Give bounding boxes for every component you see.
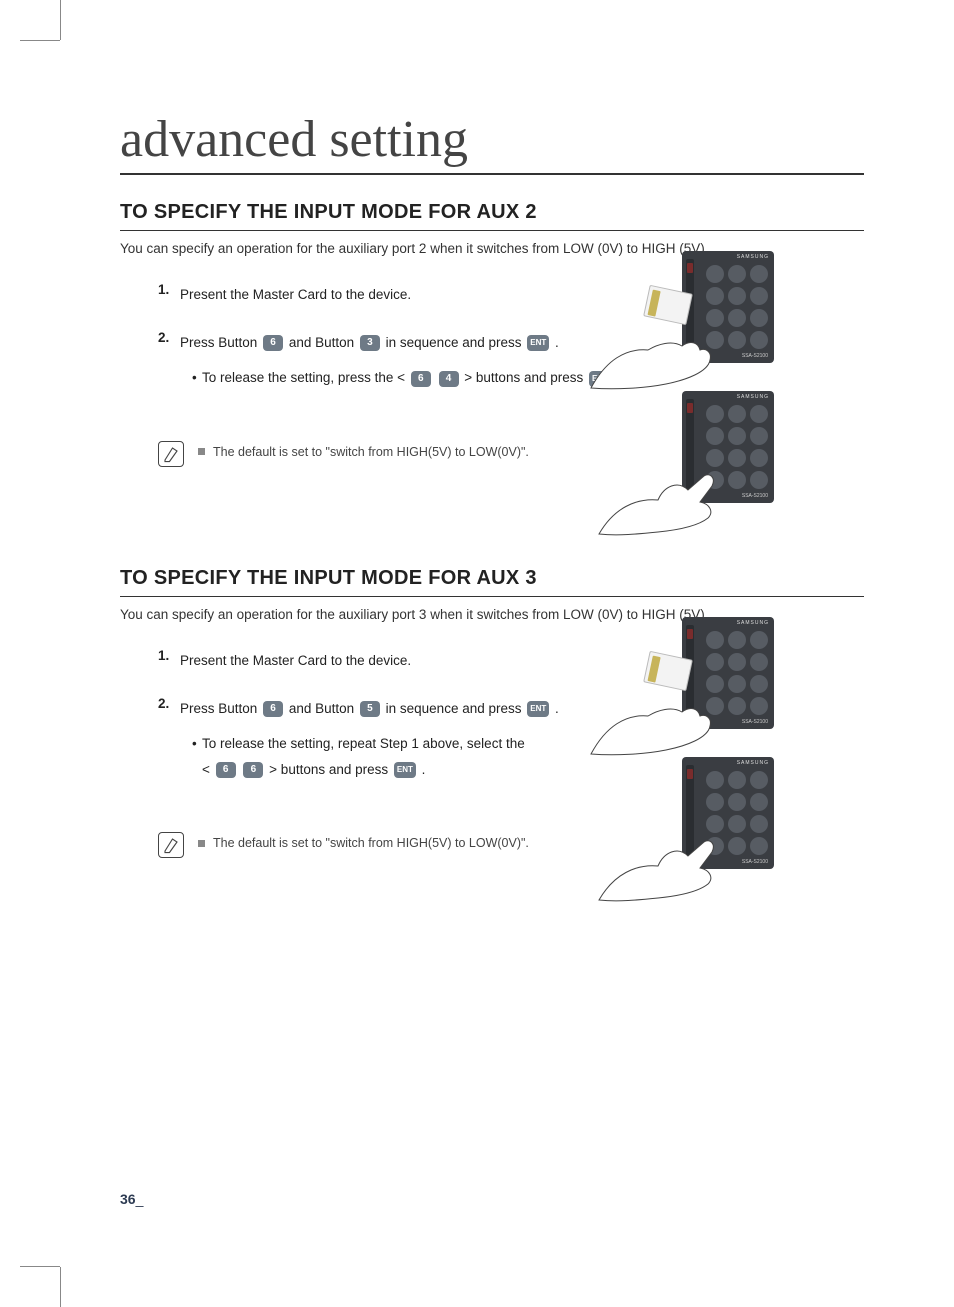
page-number: 36_ xyxy=(120,1191,143,1207)
text: and Button xyxy=(289,335,358,350)
page-number-suffix: _ xyxy=(136,1191,144,1207)
key-badge-6: 6 xyxy=(263,701,283,717)
device-model: SSA-S2100 xyxy=(742,859,768,865)
square-bullet-icon xyxy=(198,448,205,455)
step-2: 2. Press Button 6 and Button 5 in sequen… xyxy=(158,696,658,783)
text: Press Button xyxy=(180,701,261,716)
text: . xyxy=(422,762,426,777)
step-number: 2. xyxy=(158,696,180,783)
text: The default is set to "switch from HIGH(… xyxy=(213,836,529,850)
step-2: 2. Press Button 6 and Button 3 in sequen… xyxy=(158,330,658,391)
step-number: 1. xyxy=(158,648,180,674)
square-bullet-icon xyxy=(198,840,205,847)
note-text: The default is set to "switch from HIGH(… xyxy=(198,832,529,850)
note-icon xyxy=(158,832,184,858)
text: > buttons and press xyxy=(464,370,587,385)
text: The default is set to "switch from HIGH(… xyxy=(213,445,529,459)
device-model: SSA-S2100 xyxy=(742,353,768,359)
device-brand: SAMSUNG xyxy=(682,617,774,626)
step-number: 1. xyxy=(158,282,180,308)
device-model: SSA-S2100 xyxy=(742,493,768,499)
key-badge-6: 6 xyxy=(216,762,236,778)
device-brand: SAMSUNG xyxy=(682,251,774,260)
text: < xyxy=(202,762,214,777)
crop-mark xyxy=(20,40,60,41)
text: > buttons and press xyxy=(269,762,392,777)
section-heading: TO SPECIFY THE INPUT MODE FOR AUX 2 xyxy=(120,201,864,231)
illustration-button-press: SAMSUNG SSA-S2100 xyxy=(594,757,774,892)
text: To release the setting, repeat Step 1 ab… xyxy=(202,736,525,751)
steps-list: 1. Present the Master Card to the device… xyxy=(158,648,658,783)
key-badge-6: 6 xyxy=(263,335,283,351)
key-badge-3: 3 xyxy=(360,335,380,351)
page: advanced setting TO SPECIFY THE INPUT MO… xyxy=(0,0,954,1307)
text: . xyxy=(555,701,559,716)
note-icon xyxy=(158,441,184,467)
step-1: 1. Present the Master Card to the device… xyxy=(158,648,658,674)
illustration-card-swipe: SAMSUNG SSA-S2100 xyxy=(594,617,774,752)
hand-icon xyxy=(586,666,726,756)
page-number-value: 36 xyxy=(120,1191,136,1207)
key-badge-6: 6 xyxy=(243,762,263,778)
device-model: SSA-S2100 xyxy=(742,719,768,725)
text: To release the setting, repeat Step 1 ab… xyxy=(202,731,525,782)
crop-mark xyxy=(20,1266,60,1267)
steps-list: 1. Present the Master Card to the device… xyxy=(158,282,658,391)
illustration-button-press: SAMSUNG SSA-S2100 xyxy=(594,391,774,526)
text: Press Button xyxy=(180,335,261,350)
illustration-card-swipe: SAMSUNG SSA-S2100 xyxy=(594,251,774,386)
page-title: advanced setting xyxy=(120,110,864,175)
hand-icon xyxy=(586,300,726,390)
note-text: The default is set to "switch from HIGH(… xyxy=(198,441,529,459)
key-badge-ent: ENT xyxy=(527,335,549,351)
key-badge-ent: ENT xyxy=(527,701,549,717)
crop-mark xyxy=(60,1267,61,1307)
section-heading: TO SPECIFY THE INPUT MODE FOR AUX 3 xyxy=(120,567,864,597)
section-aux2: TO SPECIFY THE INPUT MODE FOR AUX 2 You … xyxy=(120,201,864,467)
text: To release the setting, press the < xyxy=(202,370,409,385)
key-badge-ent: ENT xyxy=(394,762,416,778)
device-brand: SAMSUNG xyxy=(682,757,774,766)
step-1: 1. Present the Master Card to the device… xyxy=(158,282,658,308)
bullet-icon: • xyxy=(192,365,202,391)
key-badge-4: 4 xyxy=(439,371,459,387)
text: in sequence and press xyxy=(386,701,526,716)
text: in sequence and press xyxy=(386,335,526,350)
key-badge-5: 5 xyxy=(360,701,380,717)
step-number: 2. xyxy=(158,330,180,391)
hand-icon xyxy=(594,446,734,536)
text: . xyxy=(555,335,559,350)
section-aux3: TO SPECIFY THE INPUT MODE FOR AUX 3 You … xyxy=(120,567,864,859)
text: To release the setting, press the < 6 4 … xyxy=(202,365,621,391)
device-brand: SAMSUNG xyxy=(682,391,774,400)
text: and Button xyxy=(289,701,358,716)
key-badge-6: 6 xyxy=(411,371,431,387)
hand-icon xyxy=(594,812,734,902)
bullet-icon: • xyxy=(192,731,202,782)
crop-mark xyxy=(60,0,61,40)
